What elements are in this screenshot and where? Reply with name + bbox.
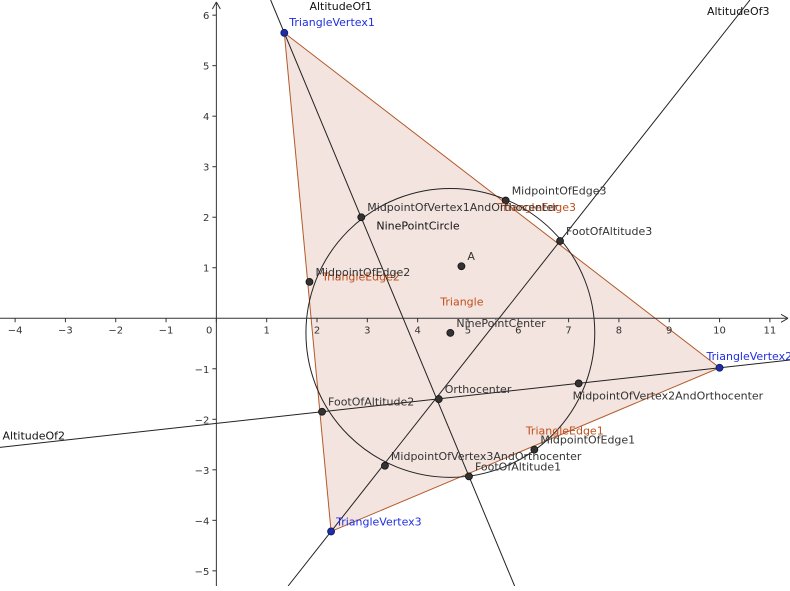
triangle-vertex-1-point[interactable] xyxy=(280,28,289,37)
labels-layer: Triangle TriangleEdge1 TriangleEdge2 Triang… xyxy=(3,0,790,528)
y-tick-label: −1 xyxy=(195,365,210,376)
triangle-label: Triangle xyxy=(439,296,483,309)
triangle-edge-3-label: TriangleEdge3 xyxy=(497,201,576,214)
foot-of-altitude-1-point[interactable] xyxy=(465,472,473,481)
midpoint-of-edge-1-label: MidpointOfEdge1 xyxy=(540,434,635,447)
y-tick-label: 5 xyxy=(203,62,209,73)
x-tick-label: −4 xyxy=(8,325,23,336)
nine-point-circle xyxy=(305,187,596,478)
y-tick-label: −2 xyxy=(195,415,210,426)
foot-of-altitude-1-label: FootOfAltitude1 xyxy=(475,460,561,473)
midpoint-of-vertex-1-and-orthocenter-point[interactable] xyxy=(357,213,366,222)
midpoint-of-vertex-2-and-orthocenter-point[interactable] xyxy=(574,379,583,388)
nine-point-center-point[interactable] xyxy=(446,329,455,337)
foot-of-altitude-3-label: FootOfAltitude3 xyxy=(566,225,652,238)
x-tick-label: 5 xyxy=(465,325,471,336)
x-tick-label: −2 xyxy=(108,325,123,336)
midpoint-of-vertex-3-and-orthocenter-point[interactable] xyxy=(381,461,389,470)
midpoint-of-vertex-2-and-orthocenter-label: MidpointOfVertex2AndOrthocenter xyxy=(573,389,764,402)
triangle-vertex-1-label: TriangleVertex1 xyxy=(288,16,375,29)
y-tick-label: 1 xyxy=(203,264,209,275)
x-tick-label: 11 xyxy=(764,325,777,336)
y-axis-arrow xyxy=(211,1,221,10)
x-tick-label: −1 xyxy=(159,325,174,336)
y-tick-label: 6 xyxy=(203,11,209,22)
triangle-vertex-2-point[interactable] xyxy=(715,363,724,372)
midpoint-of-edge-3-label: MidpointOfEdge3 xyxy=(512,185,607,198)
altitude-of-1-label: AltitudeOf1 xyxy=(309,0,372,13)
nine-point-center-label: NinePointCenter xyxy=(456,317,546,330)
midpoint-of-edge-2-point[interactable] xyxy=(305,277,314,286)
x-tick-label: 4 xyxy=(414,325,420,336)
triangle-vertex-3-label: TriangleVertex3 xyxy=(335,515,422,528)
y-tick-label: 4 xyxy=(203,112,209,123)
a-point[interactable] xyxy=(457,262,466,271)
foot-of-altitude-2-point[interactable] xyxy=(318,407,326,416)
y-tick-label: −5 xyxy=(195,567,210,578)
x-axis-arrow xyxy=(780,313,789,323)
altitude-of-3-label: AltitudeOf3 xyxy=(707,5,770,18)
midpoint-of-edge-3-point[interactable] xyxy=(501,196,510,205)
midpoint-of-edge-1-point[interactable] xyxy=(530,445,539,454)
y-tick-label: −3 xyxy=(195,466,210,477)
midpoint-of-edge-2-label: MidpointOfEdge2 xyxy=(315,266,410,279)
midpoint-of-vertex-1-and-orthocenter-label: MidpointOfVertex1AndOrthocenter xyxy=(367,201,558,214)
x-tick-label: 8 xyxy=(616,325,622,336)
altitude-of-3-line xyxy=(287,0,751,587)
circle-layer xyxy=(305,187,596,478)
altitude-of-1-line xyxy=(270,0,516,587)
x-tick-label: 3 xyxy=(364,325,370,336)
foot-of-altitude-3-point[interactable] xyxy=(556,237,564,245)
y-tick-label: −4 xyxy=(195,516,210,527)
triangle-edge-1-label: TriangleEdge1 xyxy=(525,424,604,437)
triangle-vertex-2-label: TriangleVertex2 xyxy=(706,350,790,363)
points-layer xyxy=(280,28,724,536)
altitude-of-2-label: AltitudeOf2 xyxy=(3,430,66,443)
x-tick-label: 10 xyxy=(713,325,726,336)
altitude-of-2-line xyxy=(0,359,790,448)
x-tick-label: 1 xyxy=(264,325,270,336)
orthocenter-point[interactable] xyxy=(434,395,443,403)
x-tick-label: 0 xyxy=(206,325,212,336)
x-tick-label: 2 xyxy=(314,325,320,336)
orthocenter-label: Orthocenter xyxy=(445,383,512,396)
foot-of-altitude-2-label: FootOfAltitude2 xyxy=(328,396,414,409)
x-tick-label: 7 xyxy=(565,325,571,336)
midpoint-of-vertex-3-and-orthocenter-label: MidpointOfVertex3AndOrthocenter xyxy=(391,450,582,463)
x-tick-label: −3 xyxy=(58,325,73,336)
x-tick-label: 9 xyxy=(666,325,672,336)
triangle-edge-2-label: TriangleEdge2 xyxy=(321,270,400,283)
x-tick-label: 6 xyxy=(515,325,521,336)
y-tick-label: 2 xyxy=(203,213,209,224)
nine-point-circle-label: NinePointCircle xyxy=(376,219,459,232)
y-tick-label: 3 xyxy=(203,163,209,174)
triangle-vertex-3-point[interactable] xyxy=(327,527,335,536)
a-label: A xyxy=(467,250,475,263)
